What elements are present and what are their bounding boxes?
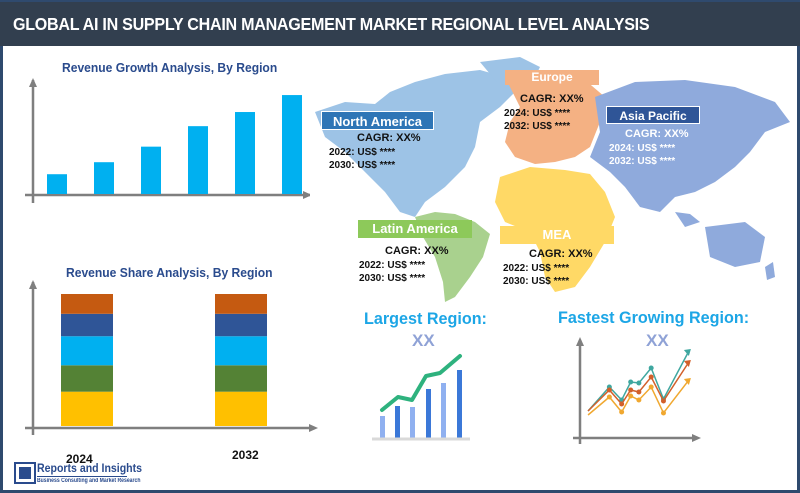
stacked-segment	[61, 313, 113, 337]
share-chart-title: Revenue Share Analysis, By Region	[66, 265, 273, 280]
largest-region-value: XX	[412, 331, 435, 350]
region-label-north-america: North America	[321, 111, 434, 130]
europe-land	[505, 74, 605, 164]
growth-bars	[47, 95, 302, 194]
fastest-region-value: XX	[646, 331, 669, 350]
logo-name: Reports and Insights	[37, 461, 143, 475]
stacked-segment	[61, 336, 113, 366]
x-axis-arrow-icon	[303, 191, 310, 199]
asia-pacific-stats: CAGR: XX% 2024: US$ **** 2032: US$ ****	[609, 128, 689, 167]
year-label-2024: 2024	[66, 452, 93, 466]
year-label-2032: 2032	[232, 448, 259, 462]
y-axis-arrow-icon	[29, 280, 37, 289]
logo-divider	[37, 476, 127, 477]
x-axis-arrow-icon	[309, 424, 318, 432]
latin-america-stats: CAGR: XX% 2022: US$ **** 2030: US$ ****	[359, 245, 449, 284]
stacked-segment	[215, 336, 267, 366]
page-title: GLOBAL AI IN SUPPLY CHAIN MANAGEMENT MAR…	[13, 14, 650, 34]
largest-region-title: Largest Region:	[364, 309, 487, 328]
region-label-mea: MEA	[500, 226, 614, 244]
stacked-segment	[61, 294, 113, 314]
growth-bar	[282, 95, 302, 194]
fastest-region-title: Fastest Growing Region:	[558, 308, 750, 327]
world-map	[315, 57, 790, 302]
stacked-segment	[215, 294, 267, 314]
growth-bar	[141, 146, 161, 194]
region-label-latin-america: Latin America	[358, 220, 472, 238]
growth-bar	[235, 112, 255, 194]
region-label-asia-pacific: Asia Pacific	[606, 106, 700, 124]
multi-line-chart-icon	[573, 337, 701, 444]
growth-chart-icon	[372, 354, 470, 441]
header-bar: GLOBAL AI IN SUPPLY CHAIN MANAGEMENT MAR…	[0, 0, 800, 46]
australia-land	[705, 222, 765, 267]
growth-bar	[188, 126, 208, 194]
share-bars	[61, 294, 267, 426]
stacked-segment	[61, 391, 113, 426]
share-stacked-chart	[25, 280, 318, 435]
logo-tagline: Business Consulting and Market Research	[37, 478, 141, 484]
stacked-segment	[215, 391, 267, 426]
stacked-segment	[215, 313, 267, 337]
europe-stats: CAGR: XX% 2024: US$ **** 2032: US$ ****	[504, 93, 584, 132]
growth-chart-title: Revenue Growth Analysis, By Region	[62, 60, 278, 75]
growth-bar	[47, 174, 67, 194]
north-america-stats: CAGR: XX% 2022: US$ **** 2030: US$ ****	[329, 132, 421, 171]
stacked-segment	[61, 365, 113, 392]
mea-stats: CAGR: XX% 2022: US$ **** 2030: US$ ****	[503, 248, 593, 287]
growth-bar-chart	[25, 78, 310, 203]
stacked-segment	[215, 365, 267, 392]
north-america-land	[315, 70, 515, 217]
logo-icon	[14, 462, 36, 484]
growth-bar	[94, 162, 114, 194]
region-label-europe: Europe	[505, 70, 599, 85]
y-axis-arrow-icon	[29, 78, 37, 87]
